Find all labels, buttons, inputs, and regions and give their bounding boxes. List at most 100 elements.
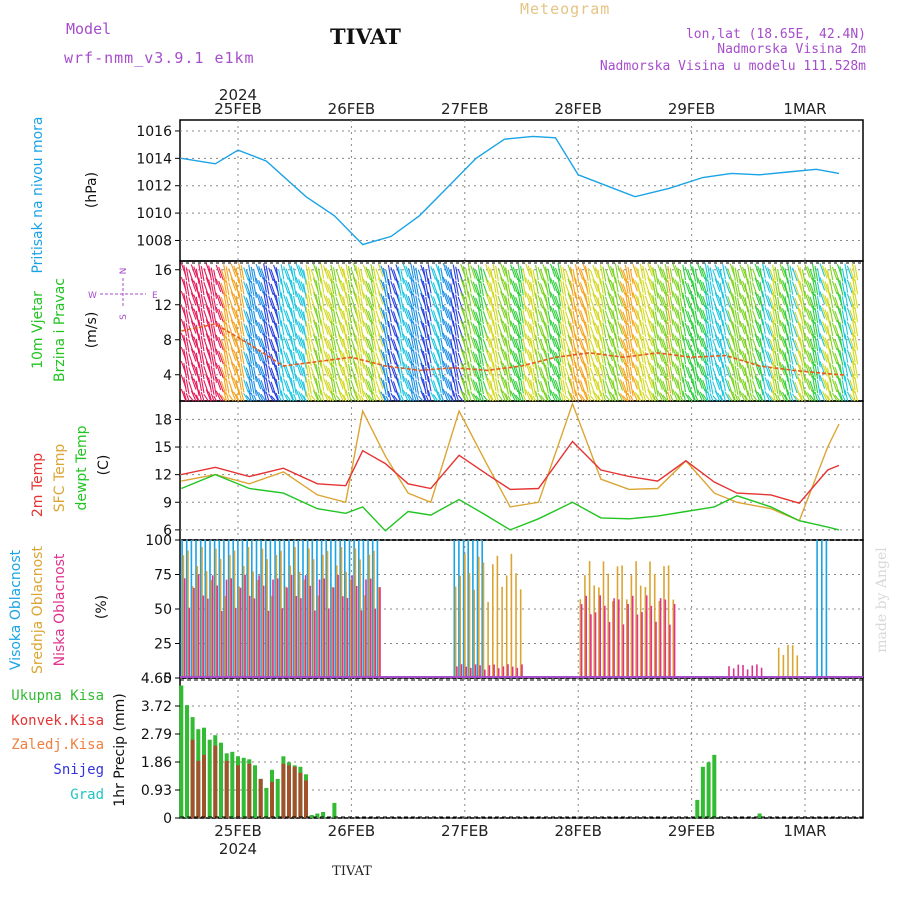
wind-barb: [317, 380, 322, 396]
wind-barb: [779, 348, 786, 362]
wind-barb: [584, 265, 589, 281]
wind-barb: [639, 361, 644, 377]
wind-barb: [365, 364, 372, 379]
wind-barb: [642, 321, 647, 337]
wind-barb: [557, 291, 562, 307]
wind-barb: [739, 320, 746, 335]
wind-barb: [265, 265, 270, 281]
wind-barb: [387, 377, 392, 393]
wind-barb: [250, 294, 255, 310]
wind-barb: [422, 322, 427, 339]
wind-barb: [382, 337, 387, 353]
wind-barb: [619, 323, 626, 337]
cloud-bar: [183, 578, 186, 678]
wind-barb: [814, 293, 819, 310]
wind-barb: [744, 395, 749, 402]
wind-barb: [355, 377, 360, 393]
series-lines: [181, 135, 840, 532]
wind-barb: [707, 377, 711, 393]
wind-barb: [342, 282, 347, 298]
cloud-bar: [456, 666, 458, 678]
cloud-bar: [187, 550, 189, 678]
precip-total-bar: [185, 705, 189, 818]
wind-barb: [425, 381, 430, 397]
wind-barb: [564, 353, 571, 367]
wind-barb: [562, 365, 567, 381]
wind-barb: [350, 351, 357, 366]
wind-barb: [310, 282, 317, 297]
wind-barb: [851, 388, 856, 402]
wind-barb: [203, 366, 209, 380]
wind-barb: [654, 325, 659, 341]
precip-conv-bar: [298, 772, 303, 818]
wind-barb: [410, 375, 415, 391]
wind-barb: [612, 352, 617, 368]
wind-barb: [599, 264, 604, 280]
wind-barb: [804, 292, 811, 306]
wind-barb: [470, 377, 476, 391]
wind-barb: [617, 349, 624, 363]
wind-barb: [218, 350, 224, 365]
wind-barb: [183, 390, 188, 402]
wind-barb: [522, 338, 527, 354]
wind-barb: [522, 352, 527, 368]
wind-barb: [195, 366, 200, 382]
precip-unit: 1hr Precip (mm): [112, 693, 128, 806]
cloud-bar: [332, 587, 335, 678]
wind-barb: [213, 283, 218, 299]
wind-barb: [525, 305, 531, 319]
wind-barb: [295, 389, 302, 402]
wind-barb: [577, 322, 584, 336]
wind-barb: [682, 292, 687, 309]
wind-barb: [507, 325, 512, 341]
wind-barb: [190, 348, 197, 362]
wind-barb: [829, 390, 834, 402]
cloud-bar: [673, 603, 676, 678]
wind-barb: [185, 281, 190, 297]
wind-barb: [806, 322, 813, 336]
wind-barb: [245, 269, 252, 283]
wind-barb: [195, 380, 200, 396]
wind-barb: [829, 320, 834, 337]
wind-barb: [794, 325, 801, 340]
wind-barb: [452, 264, 457, 280]
wind-barb: [846, 265, 853, 280]
cloud-bar: [252, 571, 254, 678]
wind-barb: [809, 268, 816, 283]
wind-barb: [687, 394, 693, 402]
wind-barb: [208, 265, 213, 281]
wind-barb: [657, 362, 663, 376]
wind-barb: [679, 269, 684, 285]
meteogram-label: Meteogram: [520, 0, 610, 18]
cloud-bar: [737, 664, 740, 678]
cloud-bar: [613, 598, 615, 678]
wind-barb: [427, 390, 432, 402]
wind-barb: [786, 291, 791, 307]
wind-barb: [450, 367, 455, 383]
wind-barb: [599, 334, 604, 350]
wind-barb: [712, 269, 718, 283]
wind-barb: [322, 265, 329, 279]
wind-barb: [752, 296, 758, 310]
wind-barb: [819, 333, 826, 347]
wind-barb: [632, 292, 638, 306]
wind-barb: [587, 309, 592, 325]
wind-barb: [310, 268, 317, 283]
wind-barb: [243, 393, 249, 402]
wind-barb: [427, 376, 432, 392]
cloud-bar: [233, 550, 236, 678]
cloud-bar: [238, 586, 240, 678]
wind-barb: [801, 297, 806, 313]
cloud-bar: [241, 540, 244, 678]
wind-barb: [704, 263, 709, 279]
wind-barb: [794, 353, 801, 368]
wind-barb: [327, 283, 334, 298]
wind-barb: [213, 367, 218, 383]
wind-barb: [752, 366, 758, 380]
wind-barb: [754, 389, 761, 402]
wind-barb: [400, 268, 405, 284]
wind-label-1: 10m Vjetar: [30, 291, 46, 369]
wind-barb: [190, 390, 197, 402]
wind-barb: [522, 324, 527, 340]
wind-barb: [752, 268, 758, 282]
